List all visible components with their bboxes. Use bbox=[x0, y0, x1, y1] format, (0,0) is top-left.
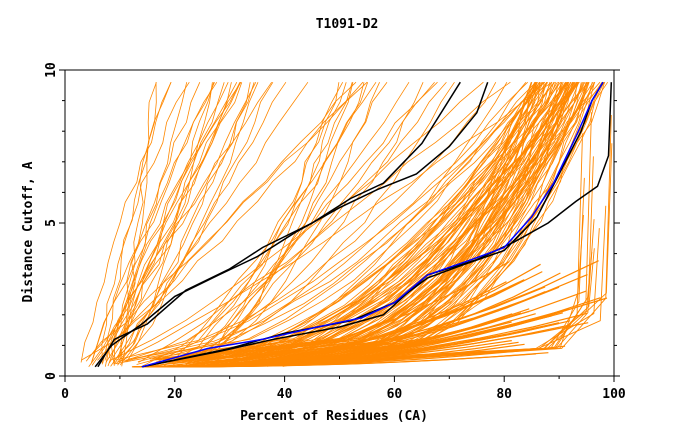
model-curve bbox=[245, 82, 573, 359]
y-tick-label: 5 bbox=[44, 219, 59, 227]
model-curve bbox=[329, 115, 612, 365]
model-curve bbox=[137, 82, 424, 362]
model-curve bbox=[195, 81, 388, 361]
y-tick-label: 10 bbox=[44, 62, 59, 78]
model-curve bbox=[138, 81, 511, 363]
y-axis-label: Distance Cutoff, A bbox=[21, 161, 36, 302]
model-curve bbox=[261, 82, 605, 361]
model-curve bbox=[158, 82, 340, 362]
model-curve bbox=[187, 82, 354, 364]
model-curve bbox=[91, 82, 257, 366]
model-curve bbox=[226, 82, 573, 365]
background-model-lines bbox=[80, 81, 613, 368]
model-curve bbox=[149, 82, 552, 359]
model-curve bbox=[210, 82, 544, 364]
series-line-3 bbox=[141, 81, 604, 368]
model-curve bbox=[113, 81, 274, 362]
model-curve bbox=[120, 82, 157, 364]
model-curve bbox=[175, 81, 549, 362]
model-curve bbox=[149, 82, 555, 361]
model-curve bbox=[156, 81, 603, 363]
model-curve bbox=[141, 82, 369, 368]
x-tick-label: 20 bbox=[167, 387, 183, 402]
model-curve bbox=[176, 81, 580, 364]
model-curve bbox=[267, 82, 551, 367]
model-curve bbox=[125, 81, 447, 361]
model-curve bbox=[162, 82, 559, 361]
series-line-1 bbox=[97, 81, 461, 368]
model-curve bbox=[97, 81, 357, 361]
x-tick-label: 0 bbox=[61, 387, 69, 402]
model-curve bbox=[201, 82, 586, 361]
model-curve bbox=[162, 82, 353, 367]
highlight-model-lines bbox=[94, 81, 613, 368]
x-tick-label: 40 bbox=[277, 387, 293, 402]
model-curve bbox=[117, 82, 213, 366]
model-curve bbox=[81, 81, 364, 361]
model-curve bbox=[205, 82, 532, 365]
x-tick-label: 60 bbox=[387, 387, 403, 402]
model-curve bbox=[192, 81, 561, 363]
model-curve bbox=[114, 81, 541, 365]
model-curve bbox=[110, 82, 238, 366]
model-curve bbox=[255, 82, 595, 361]
model-curve bbox=[156, 82, 569, 360]
axes: 0 20 40 60 80 100 0 5 10 bbox=[44, 62, 626, 402]
model-curve bbox=[273, 248, 595, 365]
model-curve bbox=[182, 82, 380, 361]
model-curve bbox=[105, 82, 232, 363]
model-curve bbox=[110, 82, 251, 367]
model-curve bbox=[158, 81, 548, 364]
model-curve bbox=[220, 81, 566, 359]
y-tick-label: 0 bbox=[44, 372, 59, 380]
model-curve bbox=[126, 82, 255, 363]
model-curve bbox=[91, 82, 215, 362]
series-line-4 bbox=[141, 82, 613, 368]
model-curve bbox=[80, 82, 172, 363]
model-curve bbox=[184, 81, 435, 367]
model-curve bbox=[107, 81, 273, 367]
model-curve bbox=[192, 81, 590, 359]
model-curve bbox=[127, 81, 527, 360]
model-curve bbox=[106, 82, 172, 358]
model-curve bbox=[133, 261, 510, 368]
model-curve bbox=[132, 326, 508, 368]
x-tick-label: 80 bbox=[496, 387, 512, 402]
model-curve bbox=[160, 82, 578, 367]
model-curve bbox=[294, 112, 592, 365]
model-curve bbox=[104, 82, 188, 367]
model-curve bbox=[202, 81, 438, 365]
model-curve bbox=[85, 81, 368, 362]
series-line-2 bbox=[94, 81, 489, 368]
model-curve bbox=[203, 81, 609, 364]
model-curve bbox=[108, 82, 225, 364]
model-curve bbox=[157, 81, 455, 364]
model-curve bbox=[136, 81, 528, 365]
model-curve bbox=[119, 82, 259, 366]
model-curve bbox=[175, 81, 377, 359]
series-line-5 bbox=[141, 81, 604, 368]
model-curve bbox=[213, 82, 532, 359]
x-axis-label: Percent of Residues (CA) bbox=[240, 409, 428, 424]
model-curve bbox=[193, 82, 347, 359]
model-curve bbox=[240, 81, 555, 362]
model-curve bbox=[125, 81, 546, 362]
model-curve bbox=[173, 81, 537, 359]
chart-title: T1091-D2 bbox=[316, 17, 379, 32]
model-curve bbox=[183, 82, 543, 362]
x-tick-label: 100 bbox=[602, 387, 626, 402]
model-curve bbox=[113, 81, 309, 365]
model-curve bbox=[118, 81, 553, 363]
